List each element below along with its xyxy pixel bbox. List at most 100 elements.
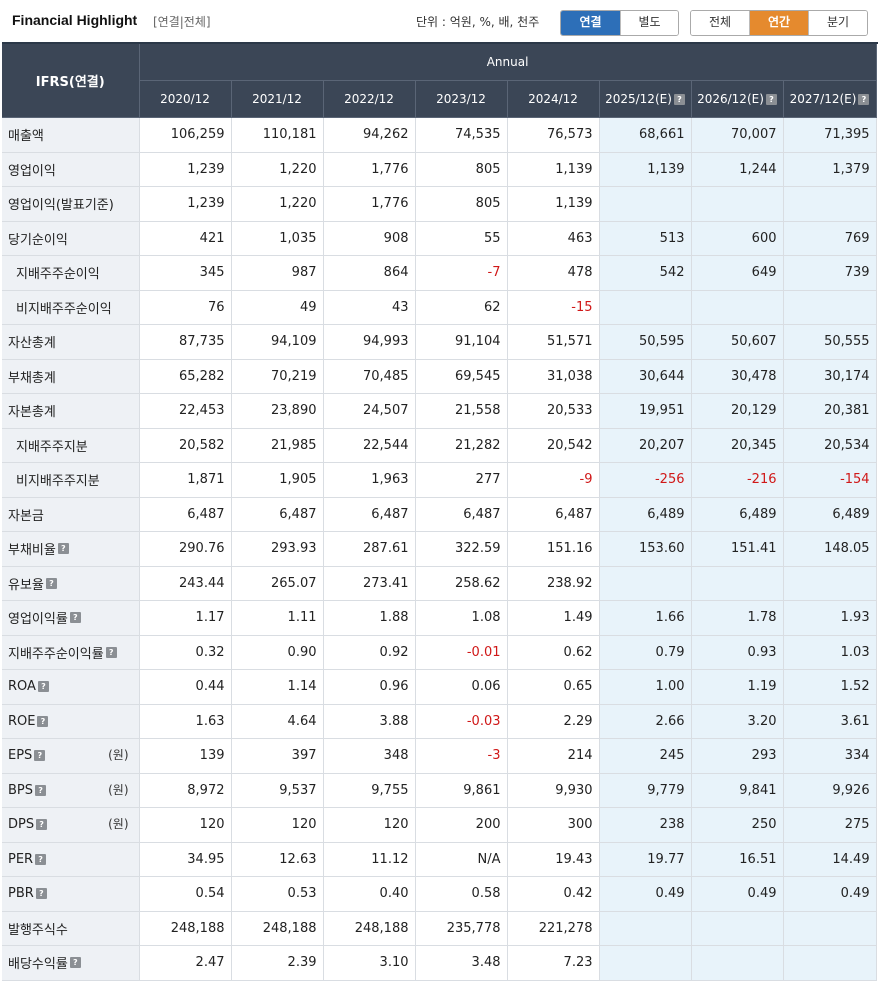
value-cell: 62 bbox=[415, 290, 508, 325]
value-cell: 248,188 bbox=[231, 911, 324, 946]
table-row: 부채비율? 290.76 293.93 287.61 322.59 151.16 153.6… bbox=[2, 531, 877, 567]
value-cell: 542 bbox=[599, 255, 692, 291]
value-cell: 20,381 bbox=[783, 393, 877, 429]
value-cell: 235,778 bbox=[415, 911, 508, 946]
value-cell: 153.60 bbox=[599, 531, 692, 567]
value-cell: 91,104 bbox=[415, 324, 508, 360]
table-row: 배당수익률? 2.47 2.39 3.10 3.48 7.23 bbox=[2, 945, 877, 981]
year-label: 2025/12(E) bbox=[605, 92, 672, 106]
value-cell: 3.88 bbox=[323, 704, 416, 739]
value-cell: 805 bbox=[415, 186, 508, 222]
help-icon[interactable]: ? bbox=[35, 853, 47, 865]
table-row: EPS? (원) 139 397 348 -3 214 245 293 334 bbox=[2, 738, 877, 774]
value-cell: -256 bbox=[599, 462, 692, 498]
unit-label: 단위 : 억원, %, 배, 천주 bbox=[416, 15, 540, 29]
value-cell: 334 bbox=[783, 738, 877, 774]
value-cell: 30,644 bbox=[599, 359, 692, 394]
value-cell: 463 bbox=[507, 221, 600, 256]
row-label: 자본총계 bbox=[2, 393, 140, 429]
scope-toggle: 연결 별도 bbox=[560, 10, 679, 36]
row-label-text: 당기순이익 bbox=[8, 232, 68, 248]
year-header: 2024/12 bbox=[507, 80, 600, 118]
value-cell: 265.07 bbox=[231, 566, 324, 601]
value-cell: -0.01 bbox=[415, 635, 508, 670]
value-cell: 6,487 bbox=[139, 497, 232, 532]
row-label: DPS? (원) bbox=[2, 807, 140, 843]
value-cell: 50,595 bbox=[599, 324, 692, 360]
year-header: 2025/12(E)? bbox=[599, 80, 692, 118]
help-icon[interactable]: ? bbox=[37, 715, 49, 727]
row-label-text: 비지배주주순이익 bbox=[16, 301, 112, 317]
value-cell: 87,735 bbox=[139, 324, 232, 360]
annual-button[interactable]: 연간 bbox=[749, 11, 808, 35]
help-icon[interactable]: ? bbox=[69, 957, 81, 969]
help-icon[interactable]: ? bbox=[673, 94, 685, 105]
value-cell: 0.92 bbox=[323, 635, 416, 670]
value-cell: 19,951 bbox=[599, 393, 692, 429]
value-cell: 31,038 bbox=[507, 359, 600, 394]
consolidated-button[interactable]: 연결 bbox=[561, 11, 620, 35]
help-icon[interactable]: ? bbox=[105, 646, 117, 658]
value-cell bbox=[599, 186, 692, 222]
quarterly-button[interactable]: 분기 bbox=[808, 11, 867, 35]
value-cell: 1,963 bbox=[323, 462, 416, 498]
value-cell: 1.49 bbox=[507, 600, 600, 636]
value-cell: 65,282 bbox=[139, 359, 232, 394]
row-label: 영업이익률? bbox=[2, 600, 140, 636]
help-icon[interactable]: ? bbox=[35, 784, 47, 796]
value-cell: 0.42 bbox=[507, 876, 600, 912]
row-label-text: 지배주주순이익률 bbox=[8, 646, 104, 662]
value-cell: 739 bbox=[783, 255, 877, 291]
value-cell: 51,571 bbox=[507, 324, 600, 360]
value-cell: 293.93 bbox=[231, 531, 324, 567]
all-period-button[interactable]: 전체 bbox=[691, 11, 749, 35]
value-cell: 1,379 bbox=[783, 152, 877, 187]
separate-button[interactable]: 별도 bbox=[620, 11, 678, 35]
value-cell: 70,219 bbox=[231, 359, 324, 394]
help-icon[interactable]: ? bbox=[765, 94, 777, 105]
help-icon[interactable]: ? bbox=[57, 543, 69, 555]
value-cell: 0.90 bbox=[231, 635, 324, 670]
value-cell: 600 bbox=[691, 221, 784, 256]
value-cell: 478 bbox=[507, 255, 600, 291]
value-cell: -0.03 bbox=[415, 704, 508, 739]
row-label: PER? bbox=[2, 842, 140, 877]
value-cell: 3.48 bbox=[415, 945, 508, 981]
value-cell: 1,776 bbox=[323, 152, 416, 187]
row-label: 자산총계 bbox=[2, 324, 140, 360]
help-icon[interactable]: ? bbox=[34, 750, 46, 762]
year-header: 2022/12 bbox=[323, 80, 416, 118]
value-cell bbox=[783, 911, 877, 946]
value-cell bbox=[783, 290, 877, 325]
value-cell: 4.64 bbox=[231, 704, 324, 739]
row-label: 비지배주주지분 bbox=[2, 462, 140, 498]
table-row: 자산총계 87,735 94,109 94,993 91,104 51,571 50,595… bbox=[2, 324, 877, 360]
value-cell: 6,487 bbox=[415, 497, 508, 532]
value-cell bbox=[783, 186, 877, 222]
help-icon[interactable]: ? bbox=[45, 577, 57, 589]
value-cell: 1,139 bbox=[507, 186, 600, 222]
value-cell: 258.62 bbox=[415, 566, 508, 601]
value-cell bbox=[691, 186, 784, 222]
row-label-text: 영업이익률 bbox=[8, 612, 68, 628]
value-cell: 20,542 bbox=[507, 428, 600, 463]
value-cell: 70,485 bbox=[323, 359, 416, 394]
value-cell: 94,262 bbox=[323, 117, 416, 153]
help-icon[interactable]: ? bbox=[69, 612, 81, 624]
row-label: PBR? bbox=[2, 876, 140, 912]
table-row: 비지배주주지분 1,871 1,905 1,963 277 -9 -256 -216 -154 bbox=[2, 462, 877, 498]
value-cell: 345 bbox=[139, 255, 232, 291]
help-icon[interactable]: ? bbox=[858, 94, 870, 105]
financial-table-wrap: IFRS(연결) Annual 2020/12 2021/12 2022/12 202… bbox=[2, 42, 878, 981]
value-cell: 1,139 bbox=[599, 152, 692, 187]
row-label: 당기순이익 bbox=[2, 221, 140, 256]
help-icon[interactable]: ? bbox=[35, 888, 47, 900]
row-label: 부채총계 bbox=[2, 359, 140, 394]
value-cell: 69,545 bbox=[415, 359, 508, 394]
value-cell: 9,841 bbox=[691, 773, 784, 808]
value-cell: 0.49 bbox=[691, 876, 784, 912]
row-label-text: PBR bbox=[8, 886, 34, 902]
help-icon[interactable]: ? bbox=[37, 681, 49, 693]
help-icon[interactable]: ? bbox=[36, 819, 48, 831]
value-cell: 0.62 bbox=[507, 635, 600, 670]
